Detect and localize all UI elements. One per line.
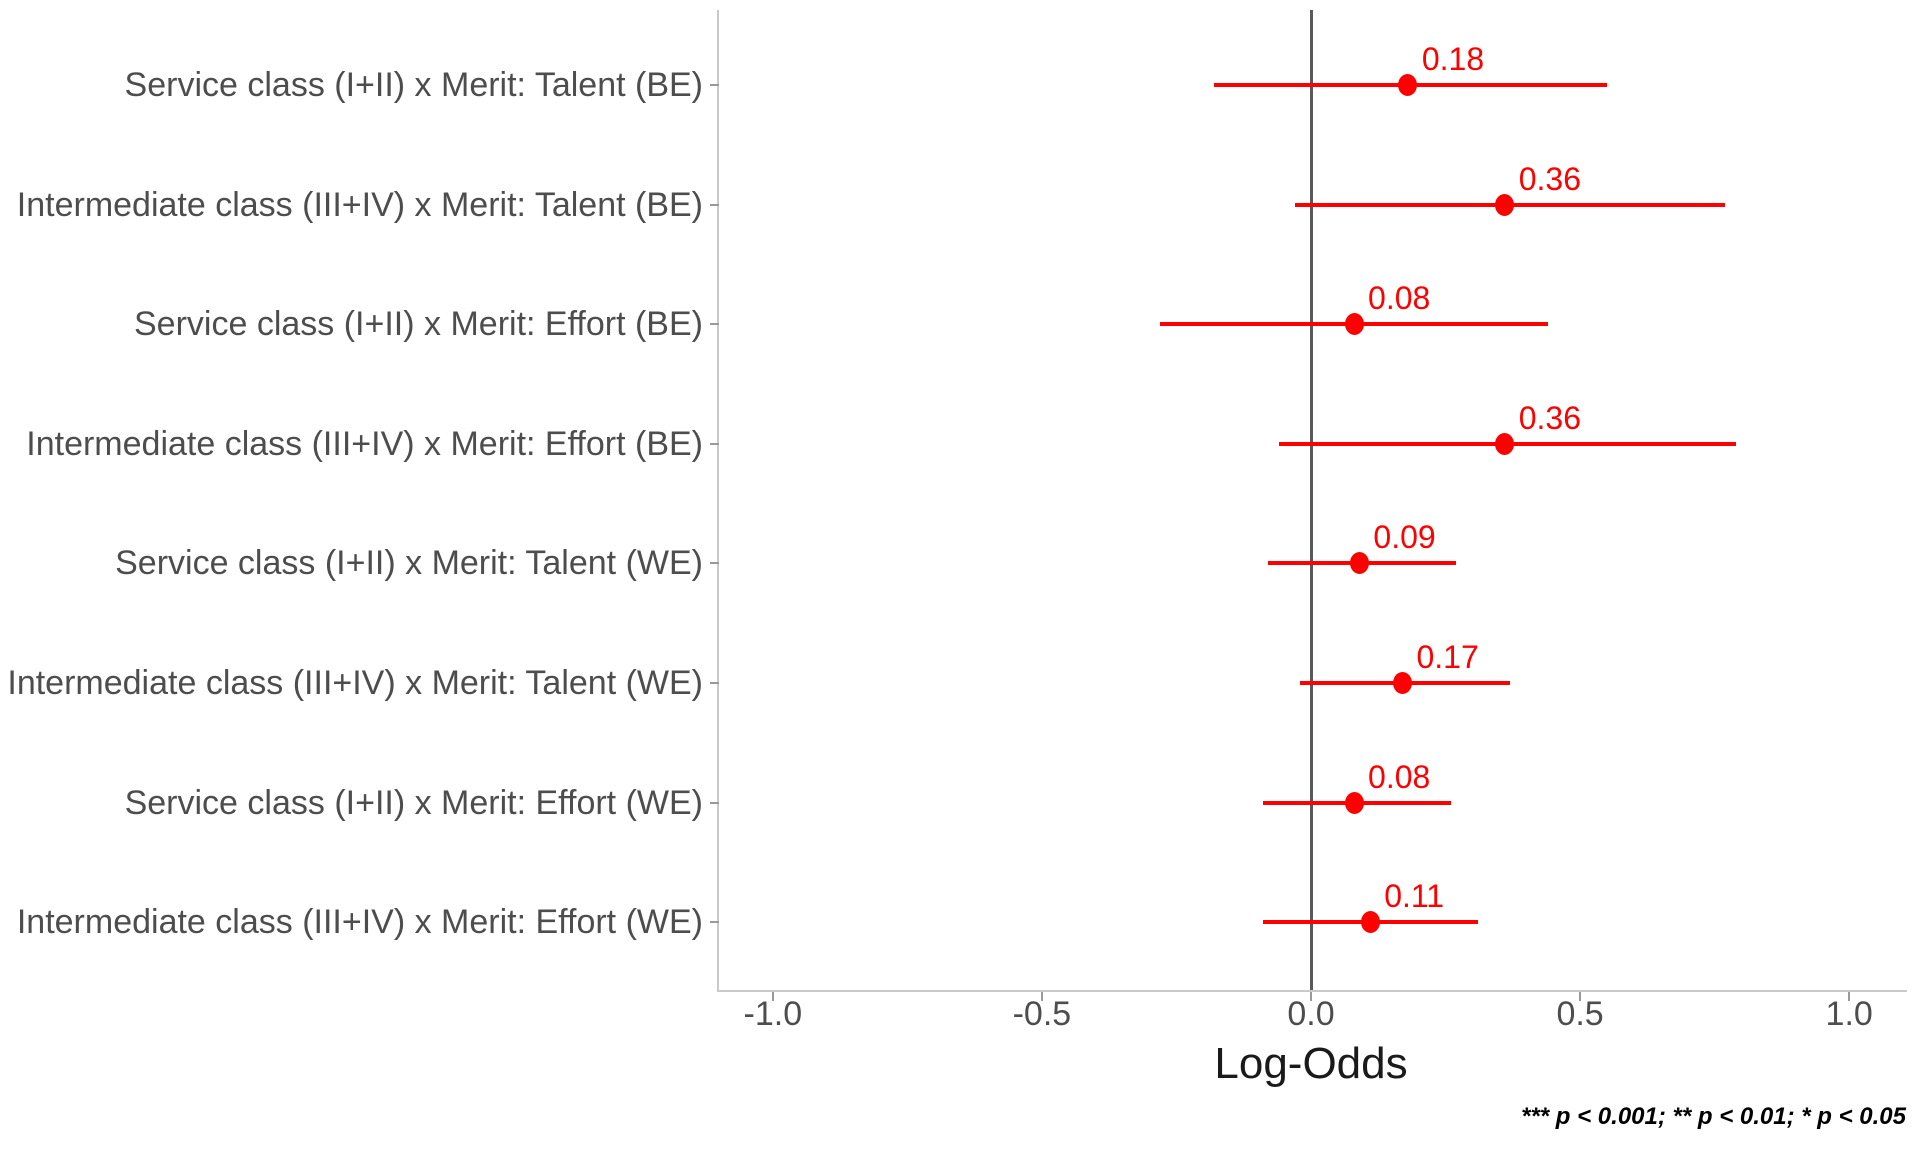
point-estimate-dot — [1344, 313, 1364, 336]
zero-reference-line — [1309, 10, 1313, 990]
point-estimate-dot — [1495, 193, 1515, 216]
point-estimate-dot — [1392, 672, 1412, 694]
y-axis-line — [717, 10, 719, 992]
y-axis-tick-mark — [710, 84, 719, 86]
point-estimate-dot — [1398, 74, 1418, 96]
estimate-value-label: 0.17 — [1416, 639, 1479, 675]
y-axis-category-label: Service class (I+II) x Merit: Talent (BE… — [124, 66, 703, 104]
estimate-value-label: 0.11 — [1384, 878, 1445, 915]
x-axis-tick-mark — [771, 992, 774, 1001]
y-axis-category-label: Intermediate class (III+IV) x Merit: Tal… — [7, 664, 703, 702]
y-axis-category-label: Service class (I+II) x Merit: Talent (WE… — [115, 544, 703, 583]
significance-footnote: *** p < 0.001; ** p < 0.01; * p < 0.05 — [1521, 1103, 1906, 1130]
estimate-value-label: 0.18 — [1421, 41, 1485, 77]
plot-panel: 0.18 0.36 0.08 0.36 0.09 0.17 0.08 0.11 — [719, 10, 1903, 990]
estimate-value-label: 0.08 — [1368, 280, 1431, 317]
y-axis-tick-mark — [710, 442, 719, 445]
point-estimate-dot — [1349, 552, 1369, 575]
y-axis-category-label: Service class (I+II) x Merit: Effort (WE… — [124, 783, 703, 822]
x-axis-tick-mark — [1579, 992, 1582, 1001]
y-axis-tick-mark — [710, 682, 719, 684]
estimate-value-label: 0.08 — [1368, 758, 1431, 795]
x-axis-tick-label: 1.0 — [1825, 995, 1873, 1033]
x-axis-tick-label: -1.0 — [743, 995, 803, 1033]
y-axis-tick-mark — [710, 801, 719, 804]
x-axis-line — [717, 990, 1907, 992]
x-axis-tick-label: -0.5 — [1012, 995, 1072, 1033]
y-axis-tick-mark — [710, 562, 719, 565]
x-axis-title: Log-Odds — [1214, 1039, 1408, 1088]
y-axis-tick-mark — [710, 203, 719, 206]
estimate-value-label: 0.36 — [1518, 160, 1582, 197]
point-estimate-dot — [1495, 432, 1515, 455]
y-axis-category-label: Intermediate class (III+IV) x Merit: Eff… — [16, 903, 703, 942]
x-axis-tick-mark — [1040, 992, 1043, 1001]
y-axis-category-label: Intermediate class (III+IV) x Merit: Eff… — [26, 424, 703, 463]
point-estimate-dot — [1344, 791, 1364, 814]
y-axis-category-label: Intermediate class (III+IV) x Merit: Tal… — [16, 185, 703, 224]
x-axis-tick-mark — [1848, 992, 1851, 1001]
x-axis-tick-mark — [1310, 992, 1312, 1001]
x-axis-tick-label: 0.0 — [1287, 995, 1335, 1033]
point-estimate-dot — [1360, 911, 1380, 934]
estimate-value-label: 0.36 — [1518, 399, 1582, 436]
y-axis-tick-mark — [710, 921, 719, 924]
y-axis-tick-mark — [710, 323, 719, 326]
estimate-value-label: 0.09 — [1373, 519, 1436, 556]
y-axis-category-label: Service class (I+II) x Merit: Effort (BE… — [134, 305, 703, 344]
x-axis-tick-label: 0.5 — [1556, 995, 1604, 1033]
